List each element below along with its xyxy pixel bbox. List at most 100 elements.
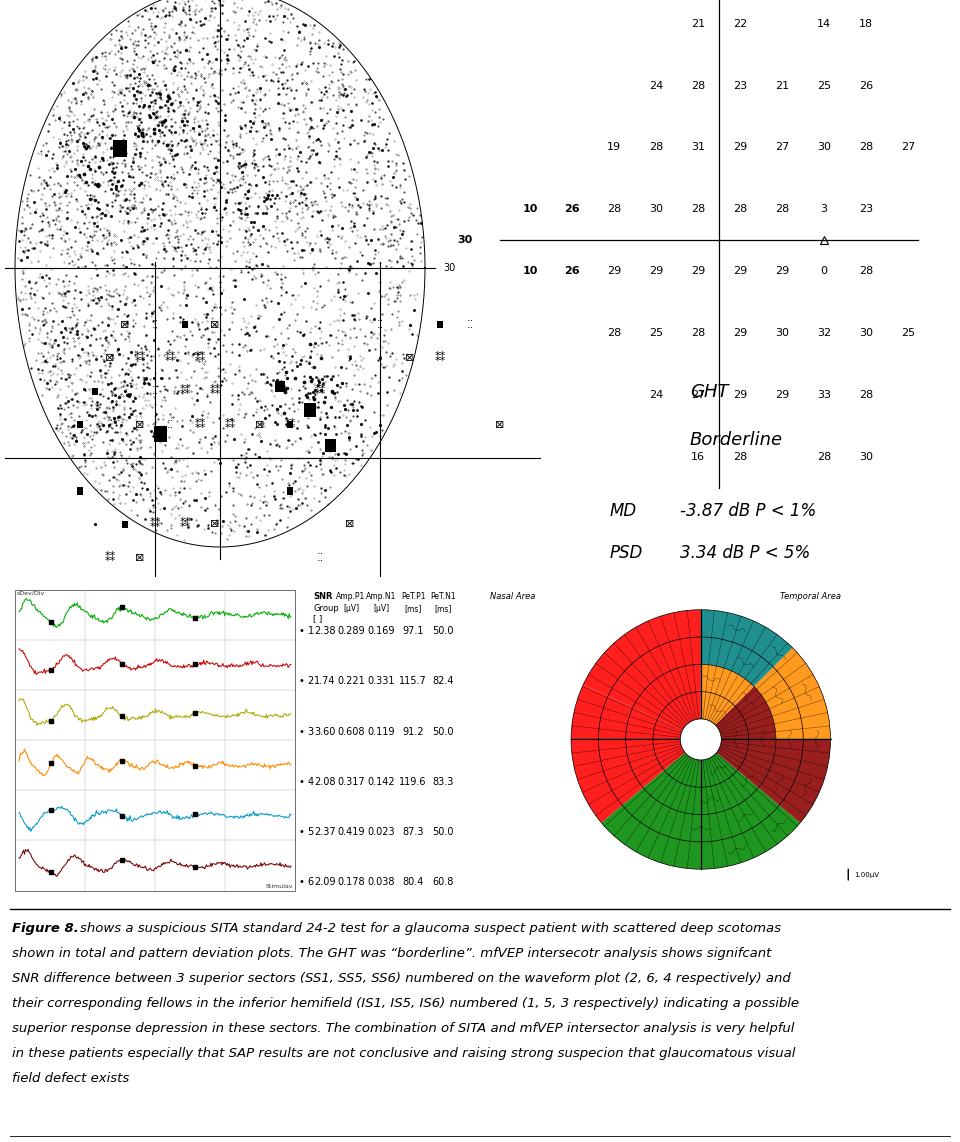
Text: 21: 21 [775, 81, 789, 90]
Bar [122, 587, 128, 595]
Text: 0.178: 0.178 [337, 877, 365, 887]
Text: 30: 30 [775, 328, 789, 338]
Text: 0.169: 0.169 [368, 626, 395, 636]
Text: 0.119: 0.119 [368, 726, 395, 737]
Text: • 3: • 3 [299, 726, 314, 737]
Text: 28: 28 [649, 143, 663, 152]
Text: ⁚⁚: ⁚⁚ [166, 419, 174, 429]
Text: [ ]: [ ] [313, 614, 323, 624]
Text: in these patients especially that SAP results are not conclusive and raising str: in these patients especially that SAP re… [12, 1047, 796, 1060]
Text: 28: 28 [775, 204, 789, 215]
Text: 27: 27 [691, 389, 706, 400]
Text: 115.7: 115.7 [399, 676, 427, 686]
Text: field defect exists: field defect exists [12, 1072, 130, 1085]
Text: 0.142: 0.142 [367, 777, 395, 787]
Wedge shape [584, 610, 701, 731]
Text: PeT.N1: PeT.N1 [430, 592, 456, 601]
Text: 33: 33 [817, 389, 831, 400]
Text: 0.419: 0.419 [337, 827, 365, 837]
Text: 2.08: 2.08 [314, 777, 336, 787]
Text: Amp.P1: Amp.P1 [336, 592, 366, 601]
Text: Group: Group [313, 604, 339, 613]
Text: 50.0: 50.0 [432, 626, 454, 636]
Text: 29: 29 [732, 143, 747, 152]
Text: shows a suspicious SITA standard 24-2 test for a glaucoma suspect patient with s: shows a suspicious SITA standard 24-2 te… [80, 923, 781, 935]
Bar [77, 421, 83, 428]
Text: 0.608: 0.608 [337, 726, 365, 737]
Text: 24: 24 [649, 389, 663, 400]
Text: ⁑⁑: ⁑⁑ [180, 520, 191, 530]
Text: SNR: SNR [313, 592, 332, 601]
Bar [324, 440, 335, 452]
Text: 0.023: 0.023 [367, 827, 395, 837]
Text: 80.4: 80.4 [402, 877, 423, 887]
Text: Borderline: Borderline [690, 431, 783, 449]
Text: 30: 30 [817, 143, 831, 152]
Text: GHT: GHT [690, 384, 729, 401]
Wedge shape [754, 648, 830, 740]
Text: 1.00μV: 1.00μV [853, 871, 878, 877]
Text: ⊠: ⊠ [106, 353, 114, 363]
Text: 0.331: 0.331 [368, 676, 395, 686]
Text: 32: 32 [817, 328, 831, 338]
Text: 30: 30 [859, 451, 873, 461]
Text: 30: 30 [457, 235, 472, 246]
Text: ⊠: ⊠ [405, 353, 415, 363]
Text: 3.34 dB P < 5%: 3.34 dB P < 5% [680, 544, 810, 562]
Text: 83.3: 83.3 [432, 777, 454, 787]
Text: 0.317: 0.317 [337, 777, 365, 787]
Text: 29: 29 [732, 328, 747, 338]
Text: 30: 30 [443, 263, 455, 273]
Text: [μV]: [μV] [343, 604, 359, 613]
Text: Nasal Area: Nasal Area [490, 592, 536, 601]
Wedge shape [701, 610, 793, 686]
Text: 28: 28 [859, 266, 874, 276]
Text: 29: 29 [775, 266, 789, 276]
Text: ⊠: ⊠ [210, 320, 220, 330]
Text: 28: 28 [691, 204, 706, 215]
Wedge shape [715, 686, 776, 740]
Bar [113, 140, 127, 156]
Text: superior response depression in these sectors. The combination of SITA and mfVEP: superior response depression in these se… [12, 1022, 794, 1035]
Text: 10: 10 [522, 204, 538, 215]
Text: 23: 23 [859, 204, 873, 215]
Bar [15, 589, 295, 891]
Text: 97.1: 97.1 [402, 626, 423, 636]
Text: 28: 28 [859, 143, 874, 152]
Bar [275, 380, 285, 393]
Text: 28: 28 [732, 204, 747, 215]
Wedge shape [571, 684, 685, 823]
Text: • 5: • 5 [299, 827, 314, 837]
Bar [437, 321, 443, 328]
Text: -3.87 dB P < 1%: -3.87 dB P < 1% [680, 502, 816, 521]
Text: ⁑⁑: ⁑⁑ [314, 386, 325, 396]
Text: 10: 10 [522, 266, 538, 276]
Text: ⁑⁑: ⁑⁑ [164, 353, 176, 363]
Text: 25: 25 [649, 328, 663, 338]
Text: their corresponding fellows in the inferior hemifield (IS1, IS5, IS6) numbered (: their corresponding fellows in the infer… [12, 997, 799, 1011]
Text: ⁚⁚: ⁚⁚ [376, 320, 384, 330]
Text: 29: 29 [775, 389, 789, 400]
Text: SNR difference between 3 superior sectors (SS1, SS5, SS6) numbered on the wavefo: SNR difference between 3 superior sector… [12, 972, 791, 986]
Text: 31: 31 [691, 143, 705, 152]
Wedge shape [716, 740, 776, 788]
Text: • 4: • 4 [299, 777, 314, 787]
Text: 1.74: 1.74 [314, 676, 336, 686]
Bar [287, 488, 293, 494]
Text: 25: 25 [900, 328, 915, 338]
Text: MD: MD [610, 502, 637, 521]
Text: 28: 28 [691, 328, 706, 338]
Bar [304, 403, 316, 417]
Bar [287, 421, 293, 428]
Text: 3.60: 3.60 [314, 726, 336, 737]
Text: [ms]: [ms] [404, 604, 421, 613]
Text: ⁑⁑: ⁑⁑ [194, 419, 205, 429]
Text: 0.289: 0.289 [337, 626, 365, 636]
Text: 28: 28 [817, 451, 831, 461]
Text: 0.221: 0.221 [337, 676, 365, 686]
Bar [122, 521, 128, 528]
Bar [347, 587, 353, 595]
Text: 2.37: 2.37 [314, 827, 336, 837]
Text: [ms]: [ms] [434, 604, 452, 613]
Text: 29: 29 [732, 389, 747, 400]
